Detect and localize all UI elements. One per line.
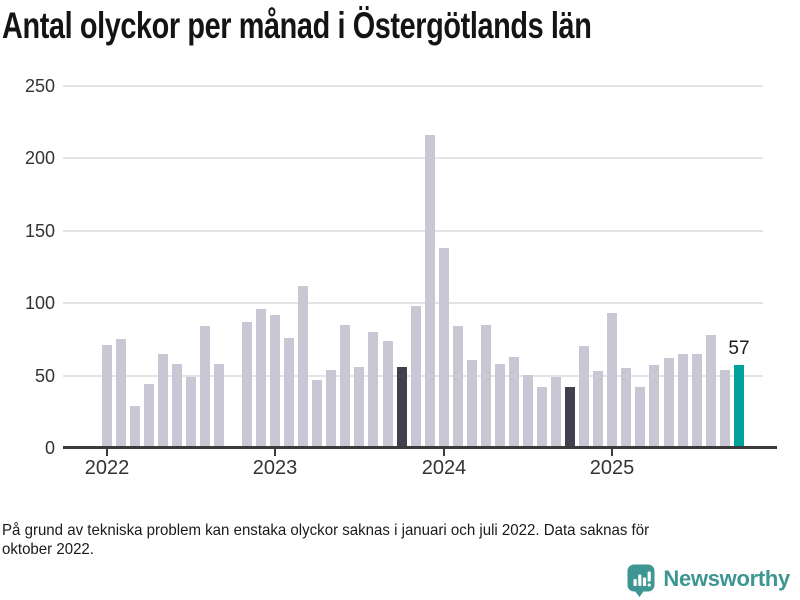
y-axis-label: 200 — [24, 148, 55, 168]
x-axis-label-2022: 2022 — [84, 457, 130, 479]
gridline-y-200 — [63, 157, 763, 159]
bar — [354, 367, 364, 448]
bar — [467, 360, 477, 448]
bar — [102, 345, 112, 448]
x-axis-label-2024: 2024 — [421, 457, 467, 479]
x-axis-tick-2025 — [611, 448, 613, 456]
x-axis-label-2025: 2025 — [589, 457, 635, 479]
bar — [439, 248, 449, 448]
bar-value-label: 57 — [728, 338, 750, 359]
bar — [411, 306, 421, 448]
x-axis-tick-2023 — [274, 448, 276, 456]
y-axis-label: 100 — [24, 293, 55, 313]
bar — [326, 370, 336, 448]
footnote-line-2: oktober 2022. — [2, 541, 94, 558]
bar — [130, 406, 140, 448]
bar — [509, 357, 519, 448]
bar — [200, 326, 210, 448]
bar — [284, 338, 294, 448]
bar — [593, 371, 603, 448]
bar — [298, 286, 308, 448]
bar-dark-highlight — [397, 367, 407, 448]
bar — [116, 339, 126, 448]
bar — [720, 370, 730, 448]
bar — [523, 375, 533, 448]
bar-latest-highlight — [734, 365, 744, 448]
bar — [383, 341, 393, 448]
bar — [621, 368, 631, 448]
x-axis-tick-2024 — [443, 448, 445, 456]
bar — [664, 358, 674, 448]
bar — [270, 315, 280, 448]
bar — [312, 380, 322, 448]
x-axis-tick-2022 — [106, 448, 108, 456]
bar — [172, 364, 182, 448]
bar — [368, 332, 378, 448]
gridline-y-250 — [63, 85, 763, 87]
bar — [340, 325, 350, 448]
bar — [607, 313, 617, 448]
bar — [579, 346, 589, 448]
x-axis-label-2023: 2023 — [252, 457, 298, 479]
bar — [256, 309, 266, 448]
bar — [144, 384, 154, 448]
bar — [635, 387, 645, 448]
bar — [481, 325, 491, 448]
newsworthy-wordmark: Newsworthy — [663, 566, 790, 591]
footnote: På grund av tekniska problem kan enstaka… — [2, 521, 649, 559]
bar — [495, 364, 505, 448]
bar — [242, 322, 252, 448]
y-axis-label: 150 — [24, 221, 55, 241]
bar-dark-highlight — [565, 387, 575, 448]
bar — [214, 364, 224, 448]
bar — [186, 377, 196, 448]
x-axis-line — [63, 446, 777, 449]
bar — [649, 365, 659, 448]
bar — [158, 354, 168, 448]
bar — [692, 354, 702, 448]
gridline-y-150 — [63, 230, 763, 232]
gridline-y-100 — [63, 302, 763, 304]
bar — [537, 387, 547, 448]
bar — [453, 326, 463, 448]
bar — [706, 335, 716, 448]
y-axis-label: 250 — [24, 76, 55, 96]
bar — [425, 135, 435, 448]
chart-title: Antal olyckor per månad i Östergötlands … — [2, 5, 592, 46]
bar — [551, 377, 561, 448]
newsworthy-logo: Newsworthy — [627, 564, 790, 598]
y-axis-label: 0 — [44, 438, 55, 458]
footnote-line-1: På grund av tekniska problem kan enstaka… — [2, 522, 650, 539]
bar — [678, 354, 688, 448]
y-axis-label: 50 — [34, 366, 55, 386]
newsworthy-bubble-bar-chart-icon — [627, 564, 655, 597]
